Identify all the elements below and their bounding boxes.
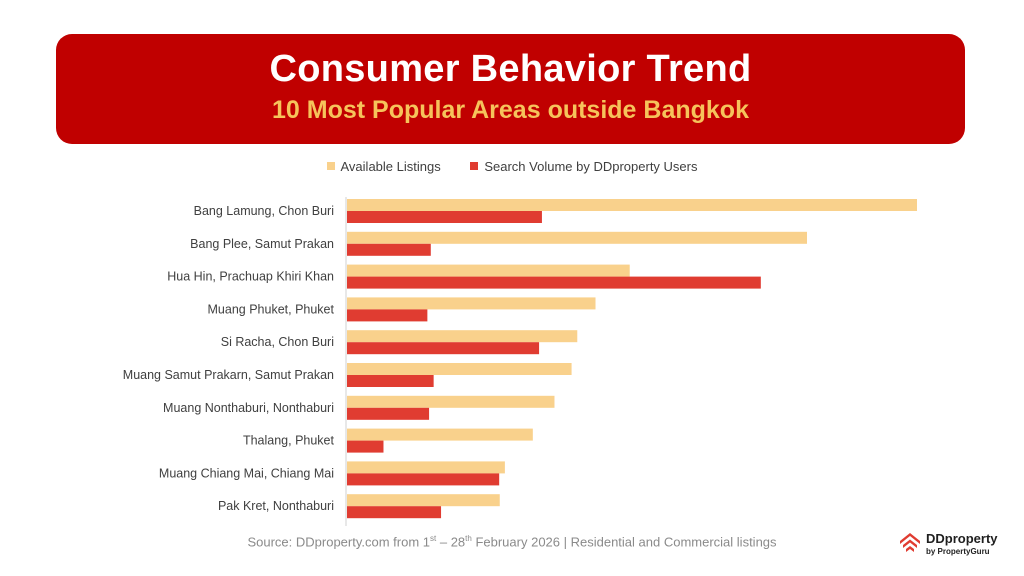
- bar-available-listings: [347, 461, 505, 474]
- source-sup-th: th: [465, 534, 472, 543]
- category-label: Thalang, Phuket: [243, 434, 335, 448]
- ddproperty-house-icon: [900, 533, 920, 552]
- legend-item-search: Search Volume by DDproperty Users: [470, 158, 698, 174]
- category-label: Hua Hin, Prachuap Khiri Khan: [167, 270, 334, 284]
- bar-available-listings: [347, 494, 500, 507]
- source-prefix: Source: DDproperty.com from 1: [247, 534, 431, 550]
- bar-available-listings: [347, 264, 630, 277]
- category-label: Muang Chiang Mai, Chiang Mai: [159, 466, 334, 480]
- source-note: Source: DDproperty.com from 1st – 28th F…: [0, 534, 1024, 549]
- bar-search-volume: [347, 342, 540, 355]
- source-sup-st: st: [430, 534, 437, 543]
- legend-swatch-available: [326, 162, 335, 170]
- category-label: Muang Phuket, Phuket: [208, 302, 335, 316]
- bar-search-volume: [347, 473, 500, 486]
- bar-search-volume: [347, 211, 542, 223]
- bar-search-volume: [347, 243, 431, 256]
- logo-tag: by PropertyGuru: [926, 547, 990, 556]
- bar-available-listings: [347, 428, 533, 441]
- page-title: Consumer Behavior Trend: [269, 48, 752, 90]
- chart-legend: Available Listings Search Volume by DDpr…: [0, 158, 1024, 174]
- logo-name: DDproperty: [926, 531, 998, 546]
- source-middle: – 28: [436, 534, 466, 550]
- category-label: Bang Lamung, Chon Buri: [194, 204, 334, 218]
- bar-available-listings: [347, 199, 917, 211]
- category-label: Muang Nonthaburi, Nonthaburi: [163, 401, 334, 415]
- header-banner: Consumer Behavior Trend 10 Most Popular …: [56, 34, 965, 144]
- legend-label-available: Available Listings: [340, 158, 441, 174]
- category-label: Pak Kret, Nonthaburi: [218, 499, 334, 513]
- ddproperty-logo: DDproperty by PropertyGuru: [898, 528, 1008, 562]
- bar-search-volume: [347, 375, 434, 387]
- bar-search-volume: [347, 407, 430, 420]
- bar-search-volume: [347, 309, 428, 322]
- bar-search-volume: [347, 506, 442, 519]
- legend-swatch-search: [470, 162, 479, 170]
- bar-search-volume: [347, 276, 761, 289]
- source-suffix: February 2026 | Residential and Commerci…: [471, 534, 777, 550]
- category-label: Si Racha, Chon Buri: [221, 335, 334, 349]
- legend-item-available: Available Listings: [326, 158, 441, 174]
- bar-search-volume: [347, 440, 384, 453]
- bar-available-listings: [347, 330, 578, 343]
- page-subtitle: 10 Most Popular Areas outside Bangkok: [272, 96, 749, 124]
- bar-available-listings: [347, 297, 596, 310]
- bar-available-listings: [347, 231, 807, 244]
- legend-label-search: Search Volume by DDproperty Users: [484, 158, 698, 174]
- category-label: Bang Plee, Samut Prakan: [190, 237, 334, 251]
- bar-available-listings: [347, 363, 572, 375]
- bar-available-listings: [347, 395, 555, 408]
- category-label: Muang Samut Prakarn, Samut Prakan: [123, 368, 334, 382]
